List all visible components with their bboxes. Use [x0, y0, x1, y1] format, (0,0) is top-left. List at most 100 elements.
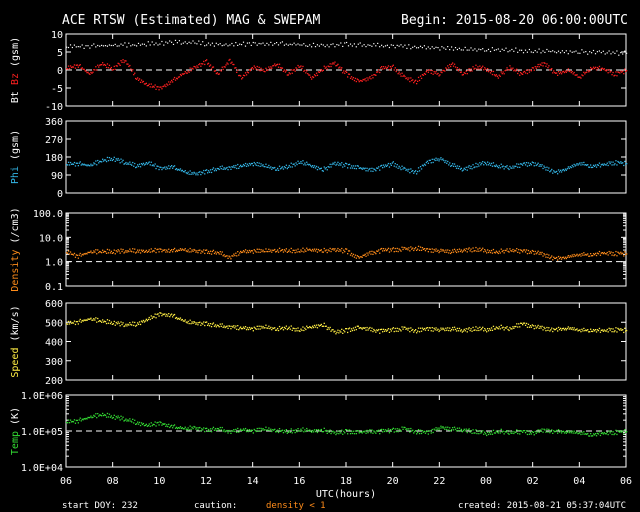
data-point — [514, 165, 516, 167]
data-point — [312, 248, 314, 251]
data-point — [540, 253, 542, 255]
data-point — [164, 249, 166, 251]
data-point — [231, 430, 233, 432]
data-point — [559, 327, 562, 329]
data-point — [103, 250, 106, 252]
data-point — [192, 427, 194, 430]
data-point — [149, 251, 151, 253]
data-point — [207, 428, 210, 431]
data-point — [311, 46, 313, 48]
data-point — [230, 328, 232, 330]
data-point — [285, 429, 287, 431]
data-point — [576, 74, 578, 76]
data-point — [338, 332, 340, 334]
data-point — [342, 72, 344, 74]
data-point — [205, 169, 207, 172]
data-point — [512, 165, 514, 167]
data-point — [458, 68, 461, 70]
data-point — [532, 250, 534, 252]
data-point — [583, 51, 585, 53]
data-point — [554, 171, 556, 173]
data-point — [286, 251, 288, 253]
data-point — [513, 167, 515, 169]
data-point — [601, 163, 603, 165]
data-point — [466, 169, 468, 171]
data-point — [409, 331, 411, 333]
data-point — [609, 71, 611, 73]
data-point — [233, 253, 235, 255]
data-point — [79, 318, 81, 321]
y-tick-label: 1.0E+05 — [21, 427, 63, 438]
data-point — [188, 71, 190, 73]
data-point — [553, 328, 555, 330]
data-point — [145, 45, 147, 47]
data-point — [312, 250, 315, 252]
data-point — [161, 88, 163, 90]
data-point — [264, 327, 266, 329]
data-point — [592, 330, 594, 333]
data-point — [282, 432, 285, 434]
data-point — [545, 330, 547, 332]
data-point — [236, 431, 238, 433]
data-point — [109, 416, 112, 418]
data-point — [102, 62, 104, 64]
data-point — [79, 46, 81, 48]
data-point — [153, 250, 155, 252]
data-point — [457, 429, 460, 432]
data-point — [266, 429, 268, 431]
data-point — [320, 69, 322, 71]
data-point — [297, 327, 299, 329]
data-point — [391, 248, 393, 250]
data-point — [622, 430, 624, 432]
data-point — [309, 248, 311, 250]
data-point — [614, 74, 616, 76]
data-point — [390, 430, 392, 432]
data-point — [393, 431, 395, 433]
data-point — [444, 70, 446, 72]
data-point — [476, 68, 478, 70]
data-point — [499, 328, 501, 330]
data-point — [285, 70, 287, 72]
data-point — [359, 167, 361, 169]
data-point — [312, 165, 314, 167]
data-point — [287, 166, 289, 168]
data-point — [379, 169, 381, 171]
data-point — [551, 429, 553, 431]
data-point — [312, 326, 315, 329]
data-point — [603, 329, 605, 331]
data-point — [542, 65, 544, 67]
data-point — [137, 164, 139, 166]
data-point — [409, 172, 411, 174]
data-point — [164, 313, 166, 315]
data-point — [200, 173, 202, 176]
data-point — [400, 75, 402, 77]
data-point — [489, 251, 492, 254]
data-point — [367, 432, 369, 434]
data-point — [296, 330, 298, 332]
data-point — [153, 165, 155, 167]
data-point — [183, 428, 185, 430]
start-doy: start DOY: 232 — [62, 501, 138, 511]
data-point — [521, 430, 523, 432]
data-point — [206, 59, 208, 61]
data-point — [152, 316, 154, 318]
data-point — [206, 44, 208, 46]
data-point — [374, 431, 376, 433]
data-point — [233, 63, 235, 66]
data-point — [587, 53, 589, 55]
data-point — [610, 430, 612, 433]
data-point — [237, 44, 239, 46]
data-point — [256, 325, 258, 327]
data-point — [512, 326, 514, 328]
data-point — [403, 74, 405, 76]
data-point — [135, 166, 137, 169]
data-point — [346, 248, 348, 250]
data-point — [279, 67, 282, 69]
data-point — [557, 173, 559, 175]
data-point — [439, 49, 441, 51]
data-point — [568, 328, 570, 330]
data-point — [117, 62, 119, 64]
data-point — [549, 330, 551, 332]
data-point — [279, 168, 282, 170]
data-point — [332, 43, 334, 45]
